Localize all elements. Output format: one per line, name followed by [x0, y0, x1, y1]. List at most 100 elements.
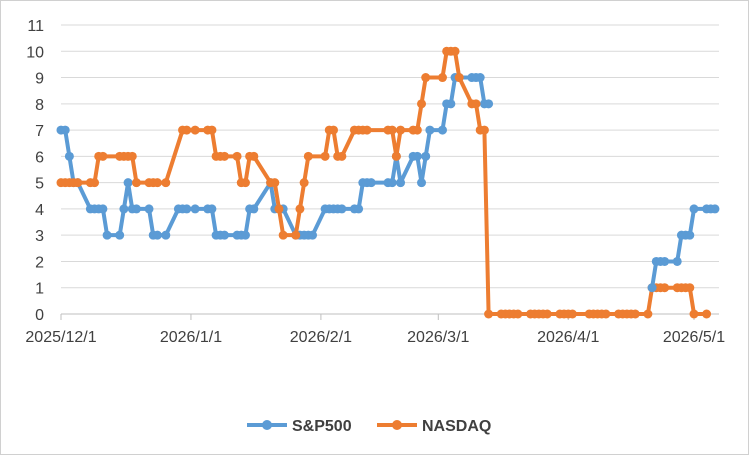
series-s-p500	[647, 204, 720, 293]
data-point	[396, 125, 406, 135]
data-point	[601, 309, 611, 319]
data-point	[232, 151, 242, 161]
axes: 0 1 2 3 4 5 6 7 8 9 10 11 2025/12/1 2026/1/1 2026/2/1 2…	[25, 18, 725, 346]
data-point	[567, 309, 577, 319]
data-point	[278, 230, 288, 240]
data-point	[219, 230, 229, 240]
data-point	[249, 151, 259, 161]
data-point	[437, 73, 447, 83]
data-point	[425, 125, 435, 135]
x-tick-label: 2025/12/1	[25, 329, 96, 346]
data-point	[161, 230, 171, 240]
y-tick-label: 6	[35, 149, 44, 166]
data-point	[417, 99, 427, 109]
data-point	[161, 178, 171, 188]
data-point	[387, 178, 397, 188]
y-tick-label: 8	[35, 97, 44, 114]
data-point	[643, 309, 653, 319]
data-point	[450, 46, 460, 56]
series-line	[650, 206, 717, 290]
data-point	[672, 256, 682, 266]
data-point	[144, 204, 154, 214]
data-point	[219, 151, 229, 161]
data-point	[685, 230, 695, 240]
data-point	[131, 204, 141, 214]
data-point	[337, 204, 347, 214]
data-point	[152, 178, 162, 188]
x-tick-label: 2026/3/1	[407, 329, 469, 346]
data-point	[689, 204, 699, 214]
data-point	[446, 99, 456, 109]
data-point	[479, 125, 489, 135]
y-tick-label: 7	[35, 123, 44, 140]
data-point	[513, 309, 523, 319]
data-point	[660, 256, 670, 266]
data-point	[454, 73, 464, 83]
data-point	[190, 125, 200, 135]
data-point	[123, 178, 133, 188]
data-point	[421, 73, 431, 83]
data-point	[387, 125, 397, 135]
x-tick-label: 2026/2/1	[290, 329, 352, 346]
data-point	[291, 230, 301, 240]
data-point	[475, 73, 485, 83]
y-tick-label: 9	[35, 71, 44, 88]
data-point	[685, 283, 695, 293]
data-point	[421, 151, 431, 161]
data-point	[207, 204, 217, 214]
data-point	[710, 204, 720, 214]
data-point	[354, 204, 364, 214]
data-point	[98, 204, 108, 214]
data-point	[702, 309, 712, 319]
data-point	[484, 309, 494, 319]
series-s-p500	[56, 73, 494, 240]
x-tick-label: 2026/4/1	[537, 329, 599, 346]
data-point	[295, 204, 305, 214]
data-point	[249, 204, 259, 214]
data-point	[119, 204, 129, 214]
data-point	[274, 204, 284, 214]
gridlines	[61, 24, 719, 289]
data-point	[437, 125, 447, 135]
data-point	[412, 125, 422, 135]
data-point	[630, 309, 640, 319]
series-layer	[56, 46, 720, 319]
data-point	[328, 125, 338, 135]
x-tick-label: 2026/1/1	[160, 329, 222, 346]
data-point	[152, 230, 162, 240]
data-point	[60, 125, 70, 135]
data-point	[660, 283, 670, 293]
legend-swatch-marker	[262, 420, 272, 430]
data-point	[240, 178, 250, 188]
data-point	[484, 99, 494, 109]
x-tick-label: 2026/5/1	[663, 329, 725, 346]
data-point	[362, 125, 372, 135]
legend-swatch-marker	[392, 420, 402, 430]
series-nasdaq	[56, 46, 712, 319]
data-point	[391, 151, 401, 161]
y-tick-label: 3	[35, 228, 44, 245]
data-point	[647, 283, 657, 293]
data-point	[207, 125, 217, 135]
legend-label: NASDAQ	[422, 418, 491, 435]
data-point	[412, 151, 422, 161]
data-point	[689, 309, 699, 319]
y-tick-label: 1	[35, 281, 44, 298]
data-point	[320, 151, 330, 161]
data-point	[417, 178, 427, 188]
data-point	[102, 230, 112, 240]
data-point	[73, 178, 83, 188]
data-point	[471, 99, 481, 109]
data-point	[337, 151, 347, 161]
data-point	[303, 151, 313, 161]
data-point	[299, 178, 309, 188]
data-point	[90, 178, 100, 188]
data-point	[115, 230, 125, 240]
y-tick-label: 10	[26, 44, 44, 61]
data-point	[182, 125, 192, 135]
y-tick-label: 0	[35, 307, 44, 324]
y-tick-label: 5	[35, 176, 44, 193]
data-point	[542, 309, 552, 319]
